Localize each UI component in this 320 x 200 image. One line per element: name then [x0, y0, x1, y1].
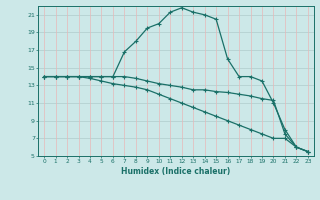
- X-axis label: Humidex (Indice chaleur): Humidex (Indice chaleur): [121, 167, 231, 176]
